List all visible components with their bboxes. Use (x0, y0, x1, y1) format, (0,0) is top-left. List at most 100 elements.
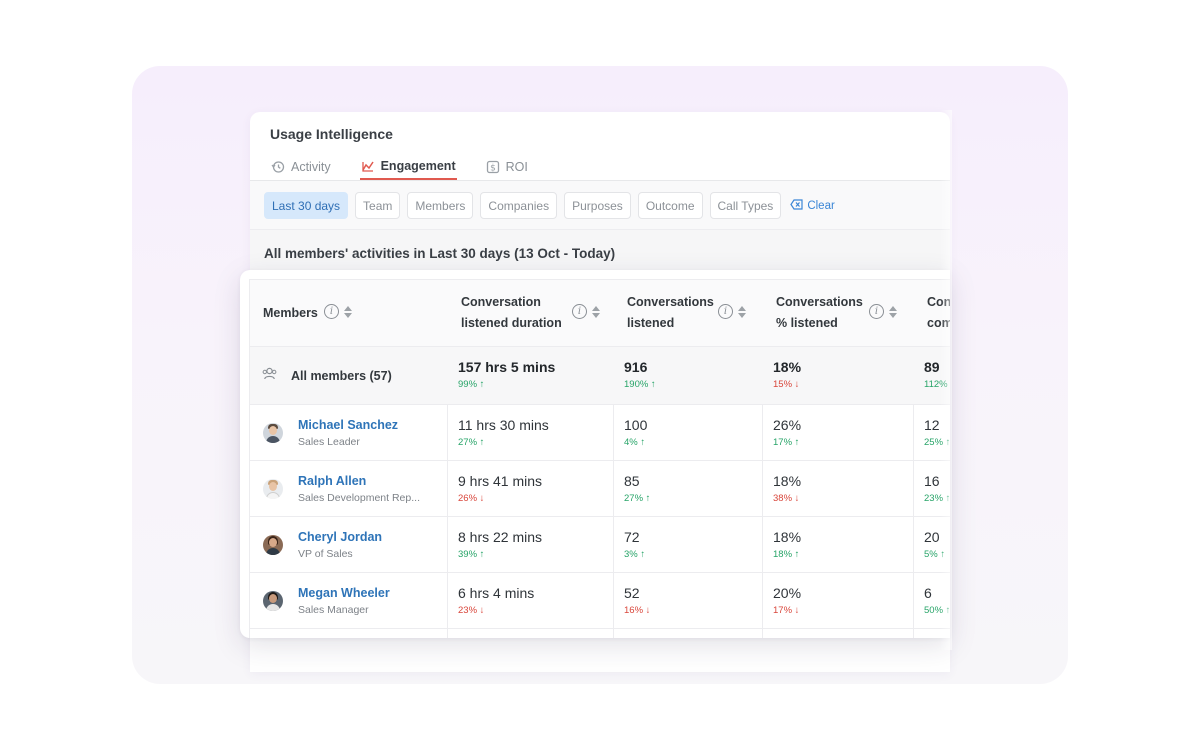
members-table: Members i Conversation listened duration… (249, 279, 950, 638)
metric-value: 16 (924, 473, 940, 489)
column-header-members[interactable]: Members i (250, 280, 448, 346)
column-header-conversations-listened[interactable]: Conversations listened i (614, 280, 763, 346)
trend-delta: 17% ↑ (773, 437, 800, 448)
dollar-icon: $ (486, 160, 500, 174)
info-icon[interactable]: i (324, 304, 339, 319)
member-name-link[interactable]: Ralph Allen (298, 474, 367, 488)
tab-roi[interactable]: $ ROI (485, 154, 529, 180)
avatar (263, 590, 283, 611)
table-row[interactable]: Cheryl Jordan VP of Sales 8 hrs 22 mins 3… (250, 517, 950, 573)
tab-activity-label: Activity (291, 160, 331, 174)
members-table-card: Members i Conversation listened duration… (240, 270, 950, 638)
metric-value: 6 (924, 585, 932, 601)
engagement-icon (361, 159, 375, 173)
column-header-listened-duration[interactable]: Conversation listened duration i (448, 280, 614, 346)
column-header-label: Conversation (461, 295, 541, 309)
filter-date-range[interactable]: Last 30 days (264, 192, 349, 219)
trend-delta: 5% ↑ (924, 549, 946, 560)
avatar (263, 422, 283, 443)
trend-delta: 27% ↑ (458, 437, 485, 448)
trend-delta: 190% ↑ (624, 379, 656, 390)
sort-icon[interactable] (738, 305, 746, 318)
trend-delta: 27% ↑ (624, 493, 651, 504)
filter-outcome[interactable]: Outcome (637, 192, 703, 219)
info-icon[interactable]: i (869, 304, 884, 319)
metric-value: 85 (624, 473, 640, 489)
trend-delta: 50% ↑ (924, 605, 950, 616)
tabs-divider (250, 180, 950, 181)
filter-purposes[interactable]: Purposes (564, 192, 631, 219)
metric-value: 72 (624, 529, 640, 545)
member-name-link[interactable]: Megan Wheeler (298, 586, 390, 600)
metric-value: 52 (624, 585, 640, 601)
filter-team[interactable]: Team (355, 192, 401, 219)
metric-value: 6 hrs 4 mins (458, 585, 535, 601)
trend-delta: 15% ↓ (773, 379, 800, 390)
info-icon[interactable]: i (572, 304, 587, 319)
trend-delta: 23% ↓ (458, 605, 485, 616)
tab-engagement[interactable]: Engagement (359, 154, 457, 180)
column-header-label: Conversations (627, 295, 714, 309)
member-role: VP of Sales (298, 548, 353, 560)
table-row-partial (250, 629, 950, 638)
metric-value: 18% (773, 359, 802, 375)
table-row[interactable]: Ralph Allen Sales Development Rep... 9 h… (250, 461, 950, 517)
metric-value: 11 hrs 30 mins (458, 417, 549, 433)
trend-delta: 26% ↓ (458, 493, 485, 504)
clear-filters-button[interactable]: Clear (790, 198, 835, 213)
member-role: Sales Leader (298, 436, 360, 448)
metric-value: 26% (773, 417, 802, 433)
metric-value: 8 hrs 22 mins (458, 529, 543, 545)
member-role: Sales Manager (298, 604, 369, 616)
section-title: All members' activities in Last 30 days … (264, 246, 616, 261)
metric-value: 18% (773, 473, 802, 489)
tab-bar: Activity Engagement $ ROI (270, 154, 557, 180)
sort-icon[interactable] (592, 305, 600, 318)
filter-call-types[interactable]: Call Types (709, 192, 782, 219)
tab-roi-label: ROI (505, 160, 528, 174)
column-header-label: com (927, 316, 950, 330)
filter-companies[interactable]: Companies (480, 192, 558, 219)
trend-delta: 23% ↑ (924, 493, 950, 504)
sort-icon[interactable] (344, 305, 352, 318)
avatar (263, 534, 283, 555)
all-members-row[interactable]: All members (57) 157 hrs 5 mins 99% ↑ 916… (250, 347, 950, 405)
member-name-link[interactable]: Michael Sanchez (298, 418, 399, 432)
table-row[interactable]: Michael Sanchez Sales Leader 11 hrs 30 m… (250, 405, 950, 461)
column-header-percent-listened[interactable]: Conversations % listened i (763, 280, 914, 346)
trend-delta: 39% ↑ (458, 549, 485, 560)
metric-value: 12 (924, 417, 940, 433)
clear-icon (790, 198, 803, 213)
trend-delta: 25% ↑ (924, 437, 950, 448)
sort-icon[interactable] (889, 305, 897, 318)
all-members-label: All members (57) (291, 368, 392, 383)
filter-members[interactable]: Members (407, 192, 474, 219)
metric-value: 9 hrs 41 mins (458, 473, 543, 489)
column-header-truncated[interactable]: Con com (914, 280, 950, 346)
tab-engagement-label: Engagement (380, 159, 456, 173)
table-header-row: Members i Conversation listened duration… (250, 280, 950, 347)
tab-activity[interactable]: Activity (270, 154, 332, 180)
avatar (263, 478, 283, 499)
table-row[interactable]: Megan Wheeler Sales Manager 6 hrs 4 mins… (250, 573, 950, 629)
trend-delta: 18% ↑ (773, 549, 800, 560)
trend-delta: 16% ↓ (624, 605, 651, 616)
filter-bar: Last 30 days Team Members Companies Purp… (250, 181, 950, 230)
metric-value: 20% (773, 585, 802, 601)
metric-value: 916 (624, 359, 648, 375)
metric-value: 89 (924, 359, 940, 375)
history-icon (271, 160, 285, 174)
column-header-label: % listened (776, 316, 838, 330)
clear-filters-label: Clear (807, 199, 835, 212)
metric-value: 18% (773, 529, 802, 545)
metric-value: 100 (624, 417, 648, 433)
column-header-label: Members (263, 305, 318, 320)
trend-delta: 17% ↓ (773, 605, 800, 616)
member-name-link[interactable]: Cheryl Jordan (298, 530, 383, 544)
trend-delta: 99% ↑ (458, 379, 485, 390)
trend-delta: 3% ↑ (624, 549, 646, 560)
trend-delta: 38% ↓ (773, 493, 800, 504)
svg-text:$: $ (490, 164, 496, 174)
column-header-label: Con (927, 295, 950, 309)
info-icon[interactable]: i (718, 304, 733, 319)
